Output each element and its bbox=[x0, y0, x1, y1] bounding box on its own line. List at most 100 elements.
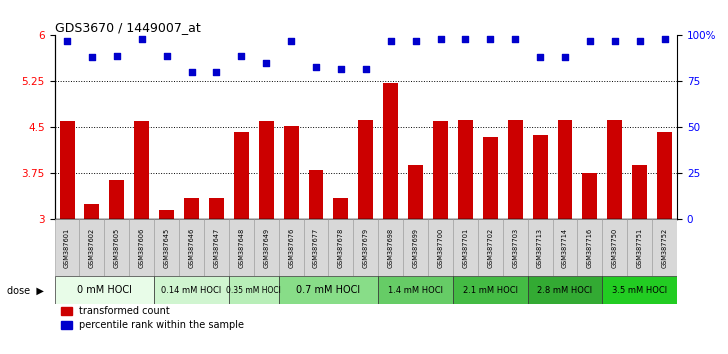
Bar bbox=[204, 219, 229, 276]
Text: GSM387647: GSM387647 bbox=[213, 228, 219, 268]
Bar bbox=[602, 276, 677, 304]
Bar bbox=[229, 276, 279, 304]
Text: GSM387751: GSM387751 bbox=[637, 228, 643, 268]
Text: GSM387713: GSM387713 bbox=[537, 228, 543, 268]
Point bbox=[634, 38, 646, 44]
Bar bbox=[507, 120, 523, 219]
Text: GSM387752: GSM387752 bbox=[662, 228, 668, 268]
Bar bbox=[154, 219, 179, 276]
Bar bbox=[652, 219, 677, 276]
Point bbox=[510, 36, 521, 42]
Bar bbox=[358, 120, 373, 219]
Bar bbox=[154, 276, 229, 304]
Text: percentile rank within the sample: percentile rank within the sample bbox=[79, 320, 245, 330]
Bar bbox=[478, 219, 503, 276]
Bar bbox=[577, 219, 602, 276]
Bar bbox=[79, 219, 104, 276]
Bar bbox=[582, 173, 598, 219]
Point bbox=[335, 66, 347, 72]
Point bbox=[310, 64, 322, 69]
Bar bbox=[60, 121, 74, 219]
Bar bbox=[258, 121, 274, 219]
Bar bbox=[379, 219, 403, 276]
Text: 0.35 mM HOCl: 0.35 mM HOCl bbox=[226, 286, 281, 295]
Text: 0 mM HOCl: 0 mM HOCl bbox=[77, 285, 132, 295]
Point bbox=[559, 55, 571, 60]
Text: GSM387703: GSM387703 bbox=[513, 228, 518, 268]
Bar bbox=[279, 276, 379, 304]
Point bbox=[161, 53, 173, 58]
Text: GSM387716: GSM387716 bbox=[587, 228, 593, 268]
Text: GSM387676: GSM387676 bbox=[288, 228, 294, 268]
Point bbox=[86, 55, 98, 60]
Bar bbox=[104, 219, 130, 276]
Point bbox=[136, 36, 148, 42]
Text: GSM387702: GSM387702 bbox=[487, 228, 494, 268]
Bar bbox=[453, 276, 528, 304]
Bar bbox=[229, 219, 254, 276]
Bar bbox=[61, 321, 72, 329]
Text: 0.14 mM HOCl: 0.14 mM HOCl bbox=[162, 286, 221, 295]
Bar bbox=[55, 276, 154, 304]
Point bbox=[210, 69, 222, 75]
Bar bbox=[528, 219, 553, 276]
Point bbox=[485, 36, 496, 42]
Text: GSM387648: GSM387648 bbox=[238, 228, 245, 268]
Text: GSM387677: GSM387677 bbox=[313, 228, 319, 268]
Point bbox=[435, 36, 446, 42]
Text: GSM387750: GSM387750 bbox=[612, 228, 618, 268]
Text: GSM387649: GSM387649 bbox=[264, 228, 269, 268]
Bar bbox=[84, 204, 100, 219]
Text: transformed count: transformed count bbox=[79, 306, 170, 316]
Text: dose  ▶: dose ▶ bbox=[7, 285, 44, 295]
Point bbox=[61, 38, 73, 44]
Bar bbox=[209, 198, 224, 219]
Bar bbox=[528, 276, 602, 304]
Text: GSM387601: GSM387601 bbox=[64, 228, 70, 268]
Point bbox=[385, 38, 397, 44]
Bar bbox=[558, 120, 572, 219]
Text: GSM387699: GSM387699 bbox=[413, 228, 419, 268]
Bar bbox=[130, 219, 154, 276]
Bar bbox=[628, 219, 652, 276]
Bar bbox=[134, 121, 149, 219]
Bar bbox=[503, 219, 528, 276]
Point bbox=[186, 69, 197, 75]
Bar bbox=[55, 219, 79, 276]
Point bbox=[410, 38, 422, 44]
Text: 0.7 mM HOCl: 0.7 mM HOCl bbox=[296, 285, 360, 295]
Bar bbox=[533, 135, 547, 219]
Bar bbox=[383, 83, 398, 219]
Bar bbox=[632, 165, 647, 219]
Bar bbox=[433, 121, 448, 219]
Bar bbox=[353, 219, 379, 276]
Bar bbox=[109, 179, 124, 219]
Text: GSM387701: GSM387701 bbox=[462, 228, 468, 268]
Bar bbox=[328, 219, 353, 276]
Text: 2.8 mM HOCl: 2.8 mM HOCl bbox=[537, 286, 593, 295]
Text: GSM387698: GSM387698 bbox=[388, 228, 394, 268]
Point bbox=[459, 36, 471, 42]
Bar bbox=[602, 219, 628, 276]
Text: GSM387602: GSM387602 bbox=[89, 228, 95, 268]
Text: 2.1 mM HOCl: 2.1 mM HOCl bbox=[463, 286, 518, 295]
Point bbox=[236, 53, 248, 58]
Bar bbox=[458, 120, 473, 219]
Text: 3.5 mM HOCl: 3.5 mM HOCl bbox=[612, 286, 668, 295]
Bar bbox=[483, 137, 498, 219]
Bar bbox=[403, 219, 428, 276]
Bar bbox=[159, 210, 174, 219]
Point bbox=[534, 55, 546, 60]
Bar bbox=[453, 219, 478, 276]
Bar bbox=[284, 126, 298, 219]
Bar bbox=[428, 219, 453, 276]
Text: GSM387679: GSM387679 bbox=[363, 228, 369, 268]
Bar bbox=[304, 219, 328, 276]
Bar bbox=[254, 219, 279, 276]
Text: 1.4 mM HOCl: 1.4 mM HOCl bbox=[388, 286, 443, 295]
Text: GDS3670 / 1449007_at: GDS3670 / 1449007_at bbox=[55, 21, 200, 34]
Point bbox=[609, 38, 621, 44]
Bar bbox=[553, 219, 577, 276]
Bar bbox=[279, 219, 304, 276]
Text: GSM387646: GSM387646 bbox=[189, 228, 194, 268]
